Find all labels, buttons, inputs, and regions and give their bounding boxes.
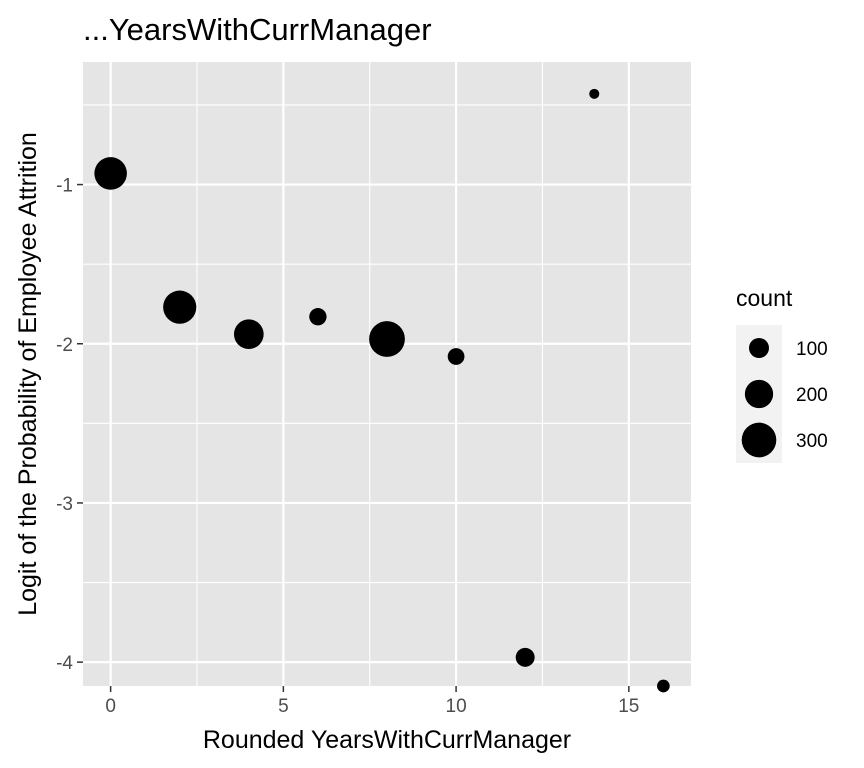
legend-key-circle bbox=[744, 379, 774, 409]
x-tick-label: 0 bbox=[105, 696, 116, 717]
data-point bbox=[515, 647, 535, 667]
x-tick-label: 10 bbox=[446, 696, 467, 717]
data-point bbox=[657, 679, 670, 693]
data-points bbox=[94, 88, 670, 693]
data-point bbox=[163, 290, 197, 324]
y-tick-label: -4 bbox=[56, 653, 73, 674]
y-axis-title: Logit of the Probability of Employee Att… bbox=[14, 132, 42, 616]
minor-gridlines bbox=[83, 62, 691, 686]
chart-title: ...YearsWithCurrManager bbox=[83, 12, 432, 47]
x-tick-label: 15 bbox=[618, 696, 639, 717]
legend-label: 100 bbox=[796, 339, 828, 360]
data-point bbox=[447, 348, 465, 365]
legend-label: 200 bbox=[796, 385, 828, 406]
legend-title: count bbox=[736, 285, 793, 311]
y-tick-label: -2 bbox=[56, 335, 73, 356]
y-tick-label: -1 bbox=[56, 176, 73, 197]
legend-key-circle bbox=[749, 338, 769, 358]
x-tick-label: 5 bbox=[278, 696, 289, 717]
data-point bbox=[309, 308, 327, 326]
panel-background bbox=[83, 62, 691, 686]
y-tick-label: -3 bbox=[56, 494, 73, 515]
x-axis: 0 5 10 15 bbox=[105, 686, 639, 717]
legend-label: 300 bbox=[796, 431, 828, 452]
data-point bbox=[589, 88, 600, 99]
y-axis: -1 -2 -3 -4 bbox=[56, 176, 83, 674]
plot-panel bbox=[83, 62, 691, 693]
data-point bbox=[233, 319, 264, 350]
legend-key-circle bbox=[741, 422, 777, 458]
data-point bbox=[94, 157, 127, 190]
data-point bbox=[369, 321, 405, 357]
x-axis-title: Rounded YearsWithCurrManager bbox=[203, 726, 571, 754]
legend: count 100 200 300 bbox=[736, 285, 828, 463]
